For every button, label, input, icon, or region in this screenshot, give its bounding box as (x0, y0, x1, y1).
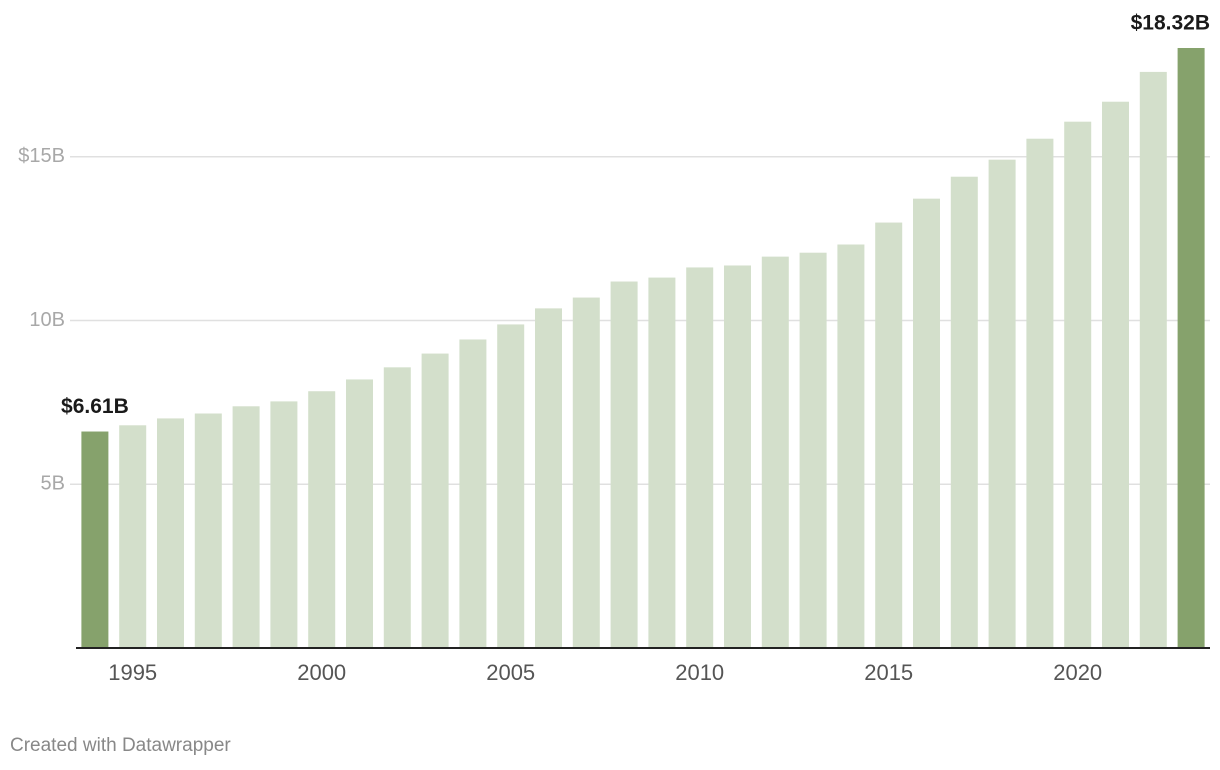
bar (383, 367, 411, 648)
bar (572, 297, 600, 648)
bar (535, 308, 562, 648)
bar (421, 353, 449, 648)
bar (1102, 101, 1129, 648)
bar (686, 267, 714, 648)
bar (81, 431, 109, 648)
credit: Created with Datawrapper (10, 735, 231, 756)
x-tick-label: 1995 (108, 660, 157, 685)
x-tick-label: 2015 (864, 660, 913, 685)
bar (950, 176, 978, 648)
x-tick-label: 2005 (486, 660, 535, 685)
bar (194, 413, 222, 648)
y-tick-label: 5B (41, 473, 65, 495)
bar (761, 256, 789, 648)
x-tick-label: 2010 (675, 660, 724, 685)
bar (1139, 71, 1167, 648)
bar (497, 324, 525, 648)
bar (232, 406, 260, 648)
x-tick-label: 2000 (297, 660, 346, 685)
bar (913, 198, 940, 648)
bar (988, 159, 1016, 649)
bar (610, 281, 638, 648)
bar (837, 244, 865, 649)
bar (459, 339, 487, 648)
bar (724, 265, 751, 648)
x-tick-label: 2020 (1053, 660, 1102, 685)
bar (875, 222, 903, 648)
y-tick-label: $15B (18, 145, 65, 167)
bar (119, 425, 147, 648)
bar (1026, 138, 1054, 648)
value-label: $18.32B (1131, 12, 1210, 35)
bar (346, 379, 373, 648)
bar (799, 252, 827, 648)
y-tick-label: 10B (29, 309, 65, 331)
bar (1177, 48, 1205, 648)
bar (1064, 121, 1092, 649)
bar (157, 418, 184, 648)
bar (308, 391, 336, 648)
value-label: $6.61B (61, 395, 129, 418)
bar (270, 401, 298, 648)
bar (648, 277, 676, 648)
